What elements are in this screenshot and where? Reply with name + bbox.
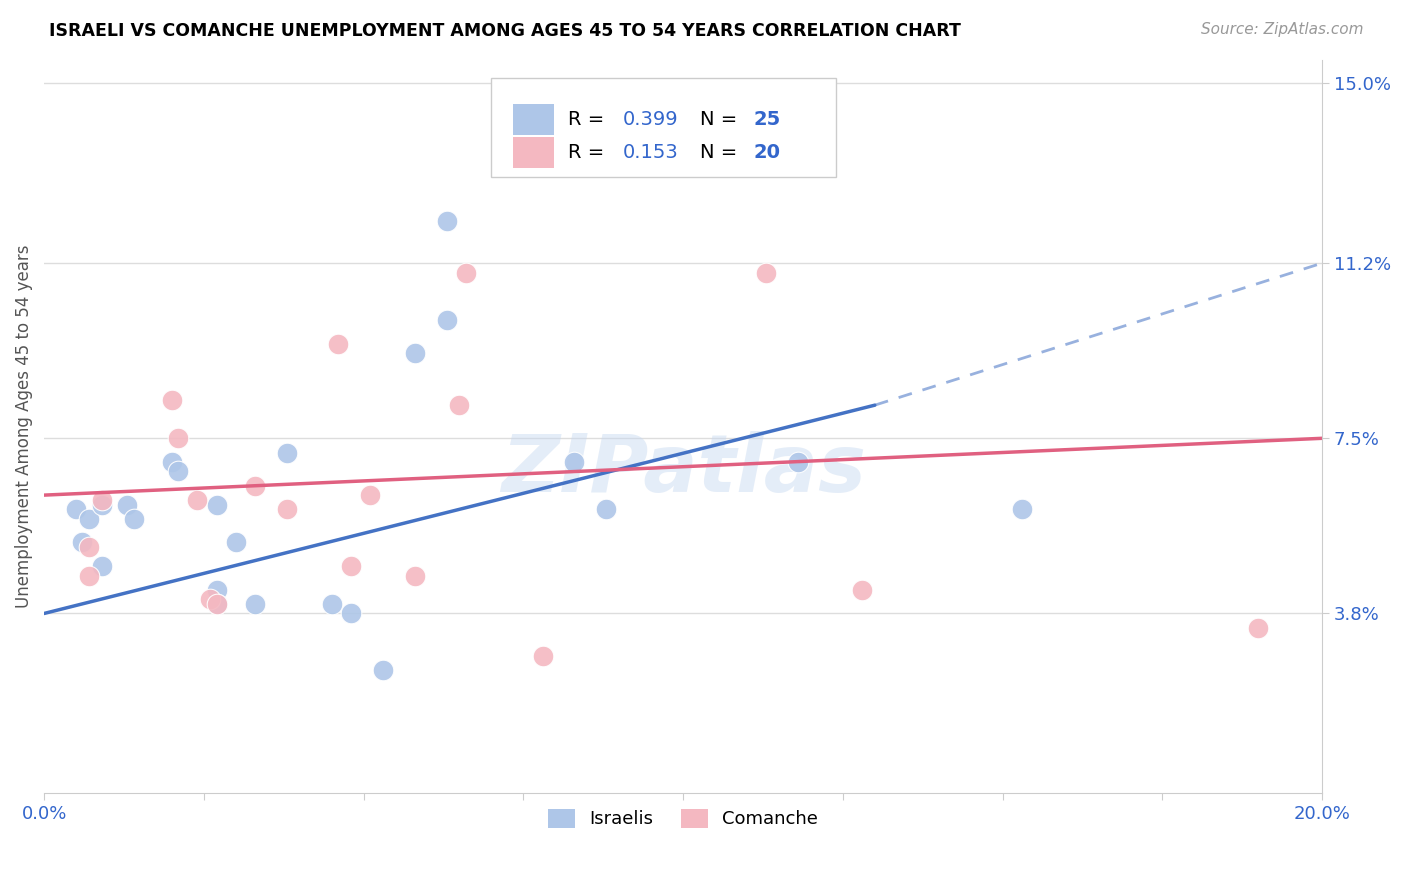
Point [243, 597, 266, 611]
Bar [513, 104, 554, 136]
Point [595, 502, 617, 516]
Point [449, 398, 471, 412]
Point [276, 445, 298, 459]
Point [115, 498, 138, 512]
Point [321, 597, 343, 611]
Text: 25: 25 [754, 111, 780, 129]
Text: R =: R = [568, 111, 610, 129]
Point [404, 346, 426, 360]
Point [167, 465, 190, 479]
Point [186, 492, 208, 507]
Text: N =: N = [700, 144, 744, 162]
Point [122, 512, 145, 526]
Point [205, 597, 228, 611]
Point [1011, 502, 1033, 516]
Point [167, 431, 190, 445]
Point [77, 540, 100, 554]
Text: N =: N = [700, 111, 744, 129]
Point [205, 498, 228, 512]
FancyBboxPatch shape [491, 78, 837, 177]
Point [851, 582, 873, 597]
Point [72, 535, 94, 549]
Point [77, 568, 100, 582]
Point [787, 455, 810, 469]
Point [90, 492, 112, 507]
Point [436, 313, 458, 327]
Text: Source: ZipAtlas.com: Source: ZipAtlas.com [1201, 22, 1364, 37]
Point [90, 498, 112, 512]
Point [340, 559, 363, 574]
Point [1247, 621, 1270, 635]
Text: R =: R = [568, 144, 610, 162]
Point [326, 336, 349, 351]
Point [454, 266, 477, 280]
Point [200, 592, 222, 607]
Point [243, 478, 266, 492]
Point [205, 597, 228, 611]
Point [359, 488, 381, 502]
Point [340, 607, 363, 621]
Point [436, 213, 458, 227]
Point [205, 582, 228, 597]
Point [564, 455, 586, 469]
Point [90, 559, 112, 574]
Text: ISRAELI VS COMANCHE UNEMPLOYMENT AMONG AGES 45 TO 54 YEARS CORRELATION CHART: ISRAELI VS COMANCHE UNEMPLOYMENT AMONG A… [49, 22, 962, 40]
Point [531, 649, 554, 664]
Point [77, 512, 100, 526]
Legend: Israelis, Comanche: Israelis, Comanche [541, 802, 825, 836]
Text: 0.153: 0.153 [623, 144, 679, 162]
Point [160, 455, 183, 469]
Point [225, 535, 247, 549]
Text: 20: 20 [754, 144, 780, 162]
Point [755, 266, 778, 280]
Point [65, 502, 87, 516]
Y-axis label: Unemployment Among Ages 45 to 54 years: Unemployment Among Ages 45 to 54 years [15, 244, 32, 608]
Text: ZIPatlas: ZIPatlas [501, 432, 866, 509]
Bar [513, 137, 554, 169]
Point [371, 663, 394, 677]
Point [160, 393, 183, 408]
Text: 0.399: 0.399 [623, 111, 679, 129]
Point [276, 502, 298, 516]
Point [404, 568, 426, 582]
